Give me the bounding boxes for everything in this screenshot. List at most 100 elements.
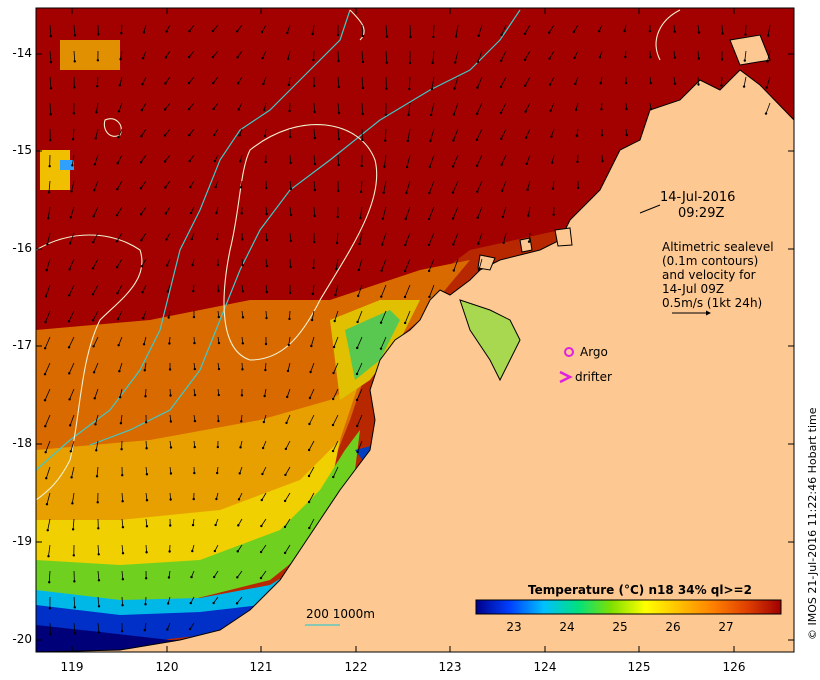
velocity-arrow-head xyxy=(625,107,628,111)
velocity-arrow-head xyxy=(288,135,292,139)
sst-yellow-zone xyxy=(36,440,340,606)
sst-patch-cyan xyxy=(60,160,74,170)
velocity-arrow xyxy=(405,180,411,194)
velocity-arrow-head xyxy=(215,497,218,501)
velocity-arrow-head xyxy=(623,29,626,33)
velocity-arrow xyxy=(143,336,147,345)
velocity-arrow-head xyxy=(405,191,408,195)
velocity-arrow xyxy=(188,102,195,110)
velocity-arrow xyxy=(502,206,507,217)
velocity-arrow xyxy=(68,336,75,348)
velocity-arrow xyxy=(356,388,363,401)
velocity-arrow-head xyxy=(93,189,96,192)
velocity-arrow-head xyxy=(68,398,71,401)
velocity-arrow xyxy=(383,180,387,193)
velocity-arrow xyxy=(286,24,291,34)
velocity-arrow xyxy=(549,50,555,59)
contour-eddy xyxy=(223,124,378,361)
velocity-arrow-head xyxy=(117,110,121,113)
velocity-arrow-head xyxy=(403,269,407,273)
velocity-arrow-head xyxy=(167,576,171,579)
velocity-arrow xyxy=(212,76,219,84)
velocity-arrow-head xyxy=(165,264,169,267)
velocity-arrow-head xyxy=(73,34,77,37)
velocity-arrow-head xyxy=(95,475,99,478)
velocity-arrow xyxy=(48,570,51,583)
velocity-arrow-head xyxy=(380,295,383,298)
velocity-arrow-head xyxy=(361,86,365,90)
velocity-arrow xyxy=(141,258,147,267)
velocity-arrow-head xyxy=(166,628,169,631)
velocity-arrow-head xyxy=(140,109,144,112)
velocity-arrow-head xyxy=(500,163,503,166)
velocity-arrow-head xyxy=(673,30,676,33)
velocity-arrow xyxy=(263,414,267,423)
velocity-arrow-head xyxy=(117,136,120,139)
velocity-arrow-head xyxy=(385,87,388,90)
velocity-arrow-head xyxy=(403,295,407,299)
velocity-arrow-head xyxy=(336,215,339,219)
velocity-arrow xyxy=(119,388,123,398)
velocity-arrow-head xyxy=(239,446,242,449)
velocity-arrow xyxy=(261,24,267,33)
velocity-arrow-head xyxy=(116,188,119,191)
velocity-arrow-head xyxy=(381,217,385,220)
velocity-arrow-head xyxy=(476,190,479,193)
velocity-arrow-head xyxy=(337,111,341,115)
velocity-arrow-head xyxy=(187,55,191,59)
velocity-arrow-head xyxy=(92,345,95,348)
velocity-arrow xyxy=(337,102,340,114)
velocity-arrow-head xyxy=(310,344,313,348)
velocity-arrow xyxy=(433,24,435,37)
velocity-arrow xyxy=(430,102,435,116)
velocity-arrow xyxy=(525,102,531,112)
velocity-arrow-head xyxy=(217,367,221,371)
velocity-arrow xyxy=(574,76,579,84)
velocity-arrow-head xyxy=(70,190,73,193)
velocity-arrow xyxy=(45,284,51,297)
velocity-arrow-head xyxy=(93,163,97,166)
velocity-arrow-head xyxy=(549,109,552,112)
velocity-arrow xyxy=(164,128,171,136)
velocity-arrow xyxy=(164,102,171,110)
velocity-arrow xyxy=(452,180,459,193)
velocity-arrow-head xyxy=(43,372,47,376)
velocity-arrow xyxy=(260,544,267,553)
velocity-arrow xyxy=(721,76,723,86)
velocity-arrow-head xyxy=(308,422,311,426)
velocity-arrow xyxy=(743,76,747,87)
velocity-arrow xyxy=(260,570,267,579)
velocity-arrow xyxy=(121,544,124,554)
velocity-arrow xyxy=(308,440,315,451)
velocity-arrow xyxy=(335,284,339,296)
velocity-arrow-head xyxy=(337,137,341,141)
velocity-arrow-head xyxy=(73,632,77,635)
velocity-arrow-head xyxy=(49,112,52,116)
velocity-arrow-head xyxy=(286,31,289,35)
velocity-arrow-head xyxy=(574,82,577,86)
velocity-arrow xyxy=(312,284,315,295)
velocity-arrow xyxy=(525,128,531,138)
x-tick-label: 122 xyxy=(344,660,368,674)
velocity-arrow-head xyxy=(144,603,147,606)
velocity-arrow xyxy=(288,336,291,345)
velocity-arrow-head xyxy=(334,293,337,297)
velocity-arrow-head xyxy=(601,160,604,163)
velocity-arrow-head xyxy=(331,397,335,401)
velocity-arrow xyxy=(356,336,363,349)
velocity-arrow xyxy=(286,414,291,424)
velocity-arrow xyxy=(117,154,123,164)
velocity-arrow-head xyxy=(649,81,653,85)
velocity-arrow-head xyxy=(476,86,479,89)
velocity-arrow-head xyxy=(523,58,527,61)
velocity-arrow-head xyxy=(139,161,143,164)
velocity-arrow-head xyxy=(97,553,100,556)
velocity-arrow-head xyxy=(356,320,359,324)
velocity-arrow-head xyxy=(261,446,265,450)
velocity-arrow-head xyxy=(44,424,47,428)
velocity-arrow xyxy=(454,50,459,63)
velocity-arrow-head xyxy=(217,289,220,293)
velocity-arrow-head xyxy=(550,135,553,138)
velocity-arrow xyxy=(477,76,483,88)
velocity-arrow-head xyxy=(163,108,167,111)
